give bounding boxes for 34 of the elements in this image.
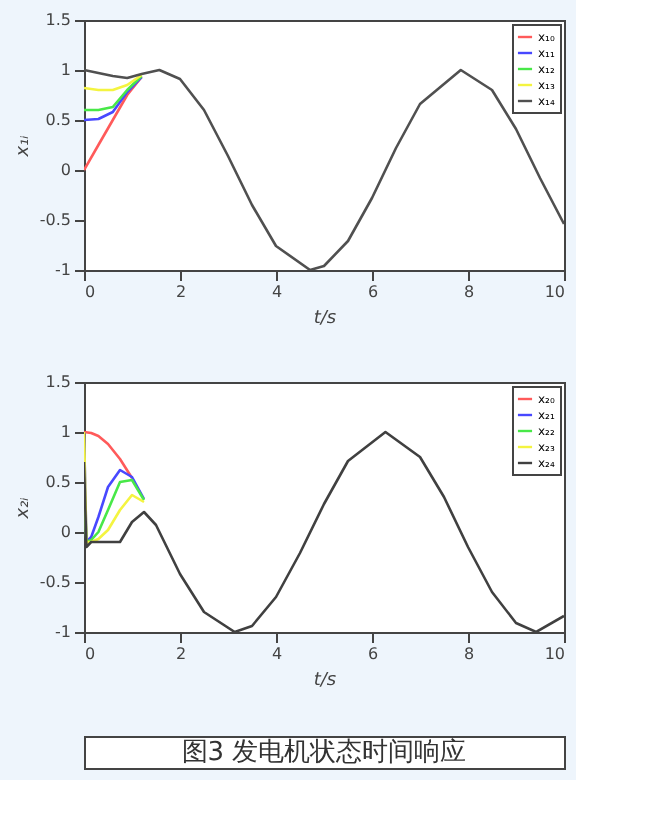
x-tick-label: 6 (367, 645, 379, 663)
x-tick-label: 2 (175, 645, 187, 663)
x-tick-label: 8 (463, 283, 475, 301)
y-tick-label: -0.5 (39, 211, 71, 229)
x-tick-label: 0 (85, 645, 96, 663)
x-tick-label: 0 (85, 283, 96, 301)
y-axis-title: x₁ᵢ (13, 134, 34, 159)
line-series (84, 73, 143, 92)
x-tick-label: 4 (271, 283, 283, 301)
line-series (84, 75, 143, 122)
x-axis-title: t/s (313, 671, 337, 691)
x-tick-label: 10 (544, 283, 565, 301)
y-tick-label: -0.5 (39, 573, 71, 591)
line-series (84, 74, 143, 112)
y-axis-title: x₂ᵢ (13, 496, 34, 521)
x-tick-label: 10 (544, 645, 565, 663)
y-tick-label: 1 (60, 423, 71, 441)
y-tick-label: 1.5 (45, 11, 71, 29)
y-tick-label: 0 (60, 161, 71, 179)
x-tick-label: 6 (367, 283, 379, 301)
y-tick-label: -1 (55, 623, 71, 641)
y-tick-label: 0.5 (45, 473, 71, 491)
y-tick-label: -1 (55, 261, 71, 279)
y-tick-label: 0 (60, 523, 71, 541)
y-tick-label: 0.5 (45, 111, 71, 129)
x-tick-label: 4 (271, 645, 283, 663)
line-series (84, 75, 143, 172)
x-axis-title: t/s (313, 309, 337, 329)
x-tick-label: 2 (175, 283, 187, 301)
x-tick-label: 8 (463, 645, 475, 663)
y-tick-label: 1 (60, 61, 71, 79)
caption: 图3 发电机状态时间响应 (181, 736, 467, 768)
line-series (84, 430, 134, 480)
y-tick-label: 1.5 (45, 373, 71, 391)
